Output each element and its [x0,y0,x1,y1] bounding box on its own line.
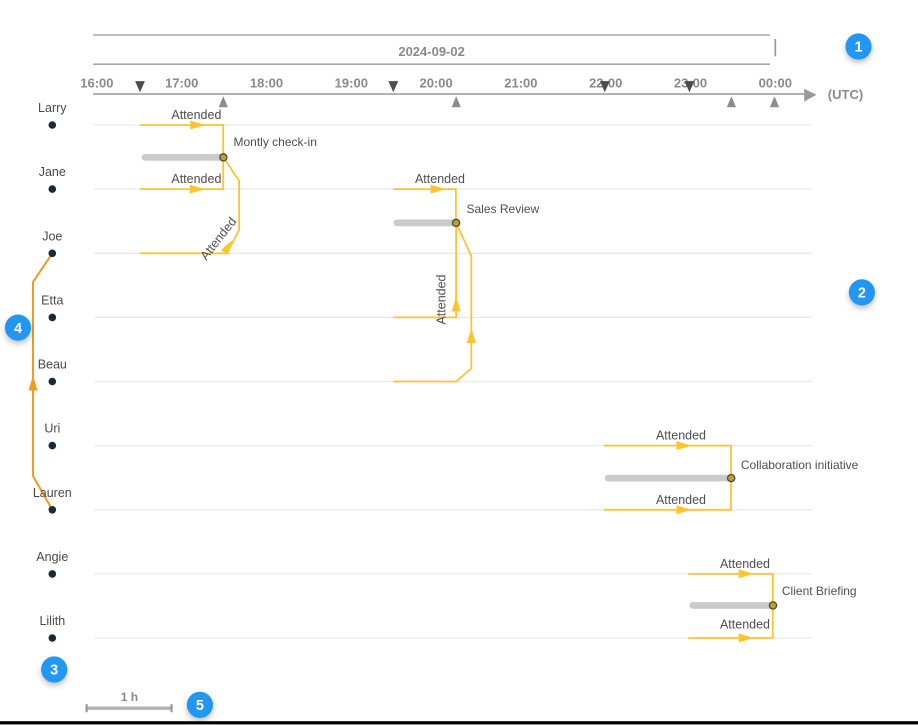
svg-text:Attended: Attended [415,172,465,186]
svg-text:18:00: 18:00 [250,76,283,91]
svg-text:Jane: Jane [39,165,66,179]
svg-text:Lauren: Lauren [33,486,72,500]
svg-text:Attended: Attended [435,274,449,324]
svg-text:21:00: 21:00 [504,76,537,91]
svg-text:1 h: 1 h [121,690,138,704]
svg-text:5: 5 [196,698,204,714]
svg-text:Joe: Joe [42,229,62,243]
svg-text:Attended: Attended [656,493,706,507]
svg-text:3: 3 [50,663,58,679]
svg-text:Uri: Uri [44,422,60,436]
svg-text:Attended: Attended [656,429,706,443]
svg-text:2024-09-02: 2024-09-02 [398,44,465,59]
svg-text:Attended: Attended [720,557,770,571]
svg-text:Attended: Attended [720,618,770,632]
svg-text:2: 2 [858,286,866,302]
svg-text:20:00: 20:00 [419,76,452,91]
svg-text:Lilith: Lilith [39,614,65,628]
svg-text:1: 1 [854,40,862,56]
svg-text:Attended: Attended [171,172,221,186]
svg-text:Angie: Angie [36,550,68,564]
svg-text:4: 4 [14,321,22,337]
svg-text:17:00: 17:00 [165,76,198,91]
svg-text:00:00: 00:00 [759,76,792,91]
svg-text:Montly check-in: Montly check-in [234,135,317,149]
svg-text:Larry: Larry [38,101,67,115]
svg-text:Beau: Beau [38,358,67,372]
svg-text:Etta: Etta [41,293,63,307]
svg-text:Sales Review: Sales Review [467,202,540,216]
svg-text:16:00: 16:00 [80,76,113,91]
svg-text:Collaboration initiative: Collaboration initiative [741,458,859,472]
svg-text:Attended: Attended [171,108,221,122]
svg-text:(UTC): (UTC) [828,87,863,102]
svg-text:Client Briefing: Client Briefing [782,584,857,598]
svg-text:19:00: 19:00 [335,76,368,91]
